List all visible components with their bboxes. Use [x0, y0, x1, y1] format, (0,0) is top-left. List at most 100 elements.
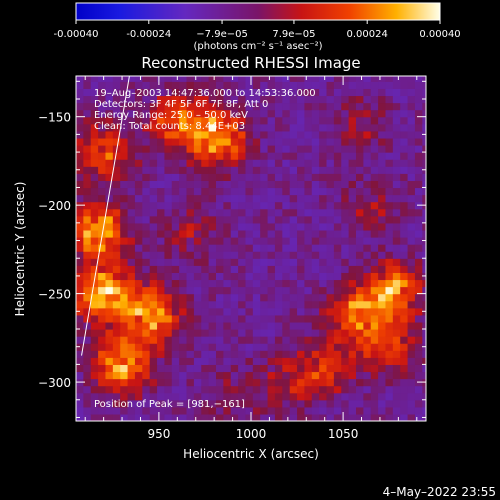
heatmap-cell	[238, 300, 247, 309]
heatmap-cell	[127, 321, 136, 330]
heatmap-cell	[274, 399, 283, 408]
heatmap-cell	[83, 399, 92, 408]
heatmap-cell	[105, 307, 114, 316]
heatmap-cell	[319, 265, 328, 273]
heatmap-cell	[392, 378, 401, 387]
heatmap-cell	[127, 76, 136, 82]
heatmap-cell	[378, 187, 387, 196]
heatmap-cell	[385, 314, 394, 323]
heatmap-cell	[193, 350, 202, 358]
heatmap-cell	[267, 229, 276, 238]
heatmap-cell	[186, 392, 195, 401]
heatmap-cell	[311, 109, 320, 118]
heatmap-cell	[90, 336, 99, 344]
heatmap-cell	[112, 364, 121, 373]
heatmap-cell	[134, 222, 143, 231]
heatmap-cell	[90, 116, 99, 125]
heatmap-cell	[142, 166, 151, 174]
heatmap-cell	[348, 258, 357, 266]
heatmap-cell	[304, 145, 313, 153]
heatmap-cell	[171, 413, 180, 421]
heatmap-cell	[201, 272, 210, 281]
heatmap-cell	[378, 159, 387, 167]
heatmap-cell	[333, 293, 342, 302]
heatmap-cell	[193, 265, 202, 273]
heatmap-cell	[304, 293, 313, 302]
heatmap-cell	[274, 279, 283, 288]
heatmap-cell	[179, 88, 188, 97]
heatmap-cell	[223, 109, 232, 118]
heatmap-cell	[422, 314, 426, 323]
heatmap-cell	[112, 116, 121, 125]
heatmap-cell	[245, 244, 254, 252]
heatmap-cell	[245, 76, 254, 82]
heatmap-cell	[201, 350, 210, 358]
heatmap-cell	[83, 201, 92, 210]
heatmap-cell	[120, 215, 129, 224]
heatmap-cell	[149, 123, 158, 132]
heatmap-cell	[230, 265, 239, 273]
heatmap-cell	[311, 244, 320, 252]
heatmap-cell	[134, 413, 143, 421]
heatmap-cell	[378, 329, 387, 337]
heatmap-cell	[120, 222, 129, 231]
heatmap-cell	[326, 208, 335, 217]
heatmap-cell	[260, 364, 269, 373]
heatmap-cell	[127, 166, 136, 174]
heatmap-cell	[363, 166, 372, 174]
heatmap-cell	[83, 123, 92, 132]
heatmap-cell	[392, 385, 401, 394]
heatmap-cell	[348, 329, 357, 337]
heatmap-cell	[370, 371, 379, 380]
heatmap-cell	[282, 180, 291, 189]
heatmap-cell	[363, 286, 372, 295]
heatmap-cell	[274, 293, 283, 302]
heatmap-cell	[186, 314, 195, 323]
heatmap-cell	[378, 336, 387, 344]
heatmap-cell	[392, 76, 401, 82]
heatmap-cell	[216, 385, 224, 394]
heatmap-cell	[98, 116, 107, 125]
heatmap-cell	[193, 251, 202, 259]
heatmap-cell	[267, 159, 276, 167]
heatmap-cell	[120, 357, 129, 365]
heatmap-cell	[164, 215, 173, 224]
heatmap-cell	[304, 237, 313, 245]
heatmap-cell	[267, 307, 276, 316]
heatmap-cell	[134, 187, 143, 196]
heatmap-cell	[319, 371, 328, 380]
heatmap-cell	[230, 88, 239, 97]
heatmap-cell	[400, 123, 409, 132]
heatmap-cell	[179, 237, 188, 245]
heatmap-cell	[134, 406, 143, 415]
heatmap-cell	[120, 265, 129, 273]
heatmap-cell	[297, 145, 306, 153]
heatmap-cell	[230, 286, 239, 295]
heatmap-cell	[216, 336, 224, 344]
heatmap-cell	[193, 88, 202, 97]
heatmap-cell	[208, 321, 217, 330]
heatmap-cell	[252, 102, 261, 111]
heatmap-cell	[127, 95, 136, 104]
heatmap-cell	[98, 222, 107, 231]
heatmap-cell	[297, 166, 306, 174]
heatmap-cell	[341, 293, 350, 302]
heatmap-cell	[392, 364, 401, 373]
heatmap-cell	[274, 152, 283, 160]
heatmap-cell	[238, 321, 247, 330]
heatmap-cell	[348, 173, 357, 181]
heatmap-cell	[341, 385, 350, 394]
heatmap-cell	[252, 350, 261, 358]
heatmap-cell	[112, 406, 121, 415]
heatmap-cell	[238, 251, 247, 259]
heatmap-cell	[333, 173, 342, 181]
heatmap-cell	[348, 76, 357, 82]
heatmap-cell	[407, 116, 416, 125]
heatmap-cell	[422, 222, 426, 231]
heatmap-cell	[297, 321, 306, 330]
heatmap-cell	[260, 159, 269, 167]
heatmap-cell	[245, 321, 254, 330]
heatmap-cell	[414, 392, 423, 401]
heatmap-cell	[289, 187, 298, 196]
heatmap-cell	[208, 123, 217, 132]
